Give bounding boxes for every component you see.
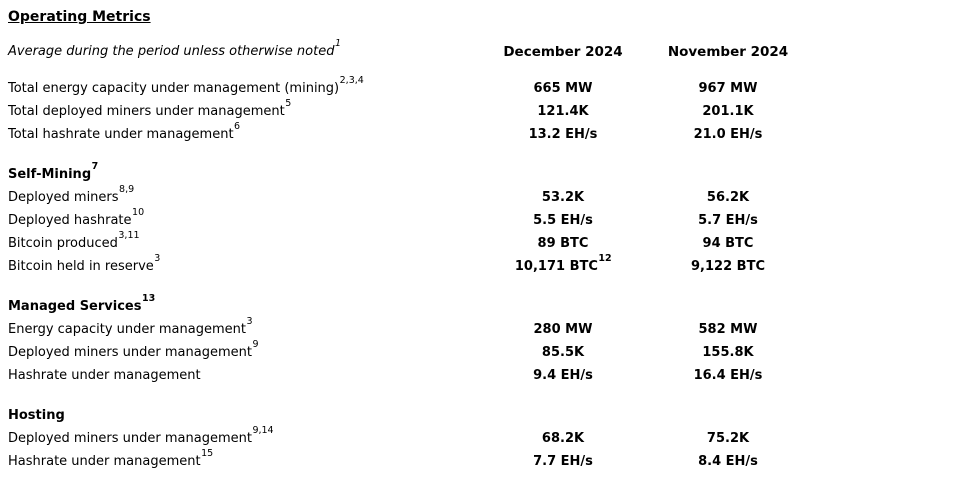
value-december: 68.2K	[541, 431, 585, 446]
section-header-text: Self-Mining	[8, 167, 92, 182]
footnote-ref: 3,11	[118, 229, 140, 241]
footnote-ref: 3	[246, 315, 253, 327]
value-december: 9.4 EH/s	[533, 368, 593, 383]
label-text: Deployed miners under management	[8, 345, 252, 360]
row-total-deployed-miners: Total deployed miners under management5 …	[8, 98, 960, 123]
row-label: Total hashrate under management6	[8, 121, 488, 142]
row-bitcoin-held-in-reserve: Bitcoin held in reserve3 10,171 BTC12 9,…	[8, 252, 960, 278]
subtitle-footnote: 1	[334, 37, 341, 49]
row-energy-capacity-under-management: Energy capacity under management3 280 MW…	[8, 316, 960, 341]
value-november: 5.7 EH/s	[698, 213, 758, 228]
footnote-ref: 2,3,4	[339, 74, 364, 86]
footnote-ref: 9,14	[252, 424, 274, 436]
value-november: 9,122 BTC	[691, 259, 765, 274]
footnote-ref: 12	[598, 252, 612, 264]
section-header-self-mining: Self-Mining7	[8, 160, 960, 186]
value-november: 8.4 EH/s	[698, 454, 758, 469]
value-december: 13.2 EH/s	[528, 127, 598, 142]
label-text: Bitcoin held in reserve	[8, 259, 154, 274]
value-december: 5.5 EH/s	[533, 213, 593, 228]
label-text: Total deployed miners under management	[8, 104, 285, 119]
section-header-text: Hosting	[8, 408, 65, 423]
value-december: 85.5K	[541, 345, 585, 360]
footnote-ref: 13	[141, 292, 156, 304]
value-november: 582 MW	[698, 322, 758, 337]
section-header-hosting: Hosting	[8, 404, 960, 427]
section-totals: Total energy capacity under management (…	[8, 75, 960, 146]
row-hosting-hashrate: Hashrate under management15 7.7 EH/s 8.4…	[8, 448, 960, 473]
value-november: 75.2K	[706, 431, 750, 446]
section-managed-services: Managed Services13 Energy capacity under…	[8, 292, 960, 387]
row-total-energy-capacity: Total energy capacity under management (…	[8, 75, 960, 100]
row-bitcoin-produced: Bitcoin produced3,11 89 BTC 94 BTC	[8, 230, 960, 255]
row-label: Total energy capacity under management (…	[8, 75, 488, 96]
footnote-ref: 8,9	[119, 183, 135, 195]
value-december: 7.7 EH/s	[533, 454, 593, 469]
value-november: 155.8K	[702, 345, 754, 360]
row-hashrate-under-management: Hashrate under management 9.4 EH/s 16.4 …	[8, 364, 960, 387]
column-header-november: November 2024	[667, 43, 789, 60]
section-self-mining: Self-Mining7 Deployed miners8,9 53.2K 56…	[8, 160, 960, 278]
column-header-december: December 2024	[503, 43, 623, 60]
row-label: Deployed hashrate10	[8, 207, 488, 228]
row-label: Bitcoin produced3,11	[8, 230, 488, 251]
row-label: Total deployed miners under management5	[8, 98, 488, 119]
operating-metrics-document: Operating Metrics Average during the per…	[8, 9, 960, 473]
row-label: Deployed miners under management9,14	[8, 425, 488, 446]
row-total-hashrate: Total hashrate under management6 13.2 EH…	[8, 121, 960, 146]
value-november: 56.2K	[706, 190, 750, 205]
footnote-ref: 7	[91, 160, 99, 172]
footnote-ref: 10	[132, 206, 145, 218]
value-november: 21.0 EH/s	[693, 127, 763, 142]
row-label: Hashrate under management15	[8, 448, 488, 469]
label-text: Deployed miners	[8, 190, 119, 205]
row-label: Hashrate under management	[8, 368, 488, 383]
row-label: Bitcoin held in reserve3	[8, 253, 488, 274]
column-header-row: Average during the period unless otherwi…	[8, 38, 960, 63]
row-deployed-hashrate: Deployed hashrate10 5.5 EH/s 5.7 EH/s	[8, 207, 960, 232]
section-header-text: Managed Services	[8, 299, 142, 314]
label-text: Deployed hashrate	[8, 213, 132, 228]
value-december: 121.4K	[537, 104, 589, 119]
value-november: 967 MW	[698, 81, 758, 96]
value-december: 280 MW	[533, 322, 593, 337]
footnote-ref: 3	[154, 252, 161, 264]
value-december: 665 MW	[533, 81, 593, 96]
label-text: Hashrate under management	[8, 368, 201, 383]
row-label: Deployed miners8,9	[8, 184, 488, 205]
value-november: 16.4 EH/s	[693, 368, 763, 383]
footnote-ref: 5	[285, 97, 292, 109]
label-text: Total energy capacity under management (…	[8, 81, 340, 96]
label-text: Total hashrate under management	[8, 127, 234, 142]
row-deployed-miners-under-management: Deployed miners under management9 85.5K …	[8, 339, 960, 364]
label-text: Hashrate under management	[8, 454, 201, 469]
row-label: Deployed miners under management9	[8, 339, 488, 360]
page-title: Operating Metrics	[8, 9, 151, 25]
footnote-ref: 15	[201, 447, 214, 459]
footnote-ref: 9	[252, 338, 259, 350]
section-header-managed-services: Managed Services13	[8, 292, 960, 318]
row-label: Energy capacity under management3	[8, 316, 488, 337]
row-hosting-deployed-miners: Deployed miners under management9,14 68.…	[8, 425, 960, 450]
table-subtitle: Average during the period unless otherwi…	[8, 38, 488, 59]
section-hosting: Hosting Deployed miners under management…	[8, 404, 960, 473]
row-deployed-miners: Deployed miners8,9 53.2K 56.2K	[8, 184, 960, 209]
label-text: Deployed miners under management	[8, 431, 252, 446]
value-december: 53.2K	[541, 190, 585, 205]
value-november: 201.1K	[702, 104, 754, 119]
label-text: Energy capacity under management	[8, 322, 246, 337]
label-text: Bitcoin produced	[8, 236, 118, 251]
value-december: 10,171 BTC12	[514, 252, 612, 274]
footnote-ref: 6	[234, 120, 241, 132]
value-november: 94 BTC	[702, 236, 754, 251]
subtitle-text: Average during the period unless otherwi…	[8, 44, 335, 59]
value-december: 89 BTC	[537, 236, 589, 251]
